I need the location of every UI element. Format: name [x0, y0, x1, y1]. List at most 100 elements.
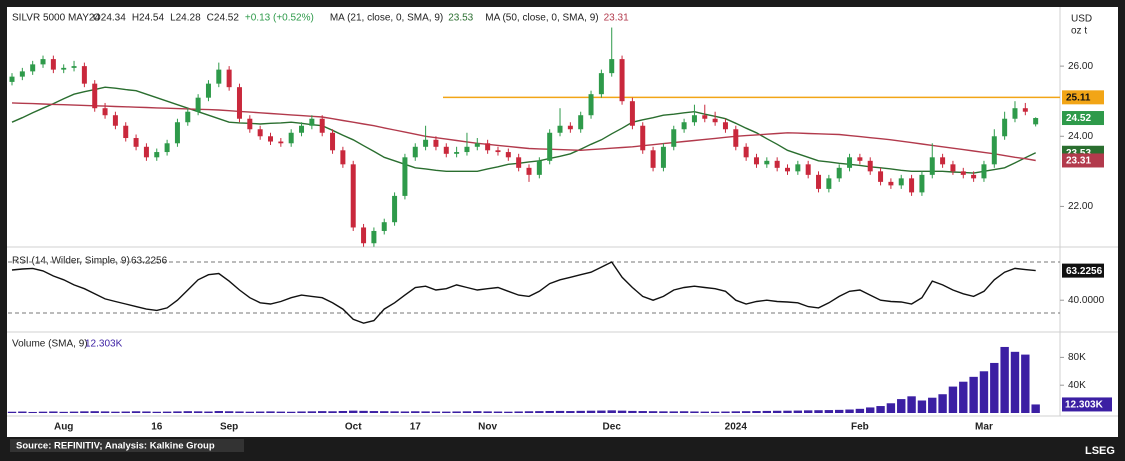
volume-bar [948, 386, 958, 413]
volume-bar [7, 411, 17, 413]
x-tick-label: Feb [851, 422, 869, 433]
candle-body [485, 143, 491, 151]
volume-bar [897, 399, 906, 413]
volume-bar [28, 411, 37, 413]
candle-body [185, 111, 191, 123]
axis-unit: USD [1071, 14, 1092, 25]
value-box-label: 12.303K [1065, 400, 1104, 411]
volume-bar [224, 411, 234, 413]
candle-body [371, 230, 377, 244]
candle-body [205, 83, 211, 98]
volume-bar [380, 411, 389, 413]
volume-bar [359, 410, 368, 413]
volume-bar [772, 410, 782, 413]
volume-bar [1000, 346, 1009, 413]
volume-bar [411, 411, 420, 413]
candle-body [681, 122, 687, 130]
volume-bar [100, 411, 110, 413]
volume-bar [576, 410, 585, 413]
candle-body [878, 171, 884, 182]
candle-body [454, 152, 460, 154]
candle-body [991, 136, 997, 165]
candle-body [216, 69, 222, 84]
ma-legend-name: MA (50, close, 0, SMA, 9) [485, 13, 598, 24]
candle-body [40, 59, 46, 65]
volume-bar [431, 411, 441, 413]
candle-body [61, 67, 67, 70]
candle-body [578, 115, 584, 130]
candle-body [30, 64, 36, 72]
volume-bar [121, 411, 130, 413]
candle-body [960, 171, 966, 175]
candle-body [102, 108, 108, 116]
volume-bar [328, 411, 337, 413]
volume-bar [49, 411, 58, 413]
volume-bar [721, 411, 730, 413]
candle-body [19, 71, 25, 77]
candle-body [898, 178, 904, 186]
candle-body [722, 122, 728, 130]
candle-body [1022, 108, 1028, 112]
volume-bar [969, 376, 978, 413]
volume-bar [276, 411, 286, 413]
x-tick-label: Sep [220, 422, 238, 433]
x-tick-label: Nov [478, 422, 497, 433]
candle-body [867, 160, 873, 172]
volume-bar [473, 411, 482, 413]
y-tick-label: 40.0000 [1068, 295, 1105, 306]
x-tick-label: 16 [151, 422, 163, 433]
volume-bar [845, 409, 854, 413]
ohlc-label: L24.28 [170, 13, 201, 24]
candle-body [547, 132, 553, 161]
candle-body [816, 174, 822, 189]
volume-bar [152, 411, 161, 413]
candle-body [929, 157, 935, 175]
candle-body [340, 150, 346, 165]
candle-body [712, 118, 718, 123]
volume-bar [814, 410, 823, 413]
candle-body [971, 174, 977, 179]
x-tick-label: Mar [975, 422, 993, 433]
candle-body [195, 97, 201, 112]
rsi-title: RSI (14, Wilder, Simple, 9) [12, 256, 130, 267]
candle-body [236, 87, 242, 119]
panel-background [7, 7, 1118, 437]
candle-body [836, 167, 842, 179]
ma-legend-value: 23.31 [604, 13, 629, 24]
candle-body [92, 83, 98, 109]
value-box [1062, 263, 1104, 278]
volume-bar [131, 411, 141, 413]
volume-bar [462, 411, 472, 413]
value-box-label: 23.53 [1066, 148, 1091, 159]
value-box-label: 25.11 [1066, 92, 1091, 103]
candle-body [753, 157, 759, 165]
volume-bar [648, 411, 658, 413]
candle-body [299, 125, 305, 133]
candle-body [733, 129, 739, 147]
volume-bar [266, 411, 275, 413]
candle-body [226, 69, 232, 88]
y-tick-label: 24.00 [1068, 131, 1093, 142]
candle-body [940, 157, 946, 165]
volume-bar [762, 410, 772, 413]
candle-body [588, 94, 594, 116]
x-tick-label: Aug [54, 422, 73, 433]
candle-body [950, 164, 956, 172]
volume-bar [855, 408, 865, 413]
candle-body [805, 164, 811, 175]
volume-bar [959, 381, 968, 413]
volume-bar [555, 410, 565, 413]
volume-bar [349, 410, 358, 413]
volume-title: Volume (SMA, 9) [12, 339, 88, 350]
volume-bar [783, 410, 792, 413]
ohlc-label: O24.34 [93, 13, 126, 24]
candle-body [50, 59, 56, 70]
candle-body [464, 146, 470, 153]
candle-body [671, 129, 677, 147]
value-box [1062, 397, 1112, 412]
candle-body [619, 59, 625, 102]
volume-legend-value: 12.303K [85, 339, 123, 350]
volume-bar [917, 400, 927, 413]
ma-legend-value: 23.53 [448, 13, 473, 24]
volume-bar [442, 411, 451, 413]
